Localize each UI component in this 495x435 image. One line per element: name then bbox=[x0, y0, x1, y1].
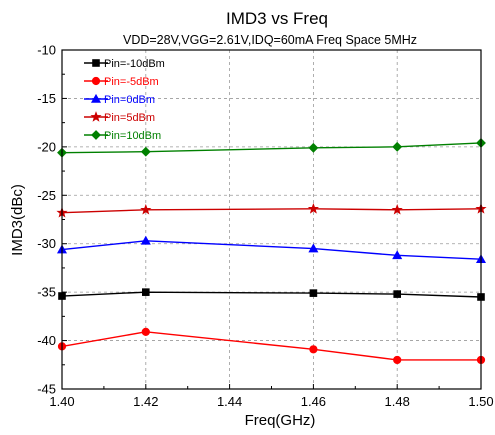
y-tick-label: -40 bbox=[37, 333, 56, 348]
y-tick-label: -10 bbox=[37, 43, 56, 58]
series-layer bbox=[56, 138, 487, 365]
data-point bbox=[393, 290, 402, 298]
data-point bbox=[391, 203, 403, 215]
x-tick-label: 1.44 bbox=[217, 394, 242, 409]
x-tick-label: 1.48 bbox=[385, 394, 410, 409]
legend: Pin=-10dBm Pin=-5dBm Pin=0dBm Pin=5dBm Pin=1… bbox=[84, 58, 165, 142]
legend-item: Pin=10dBm bbox=[84, 130, 161, 142]
legend-item: Pin=-5dBm bbox=[84, 76, 159, 88]
legend-label: Pin=-5dBm bbox=[104, 76, 159, 88]
data-point bbox=[140, 146, 151, 157]
series-line bbox=[61, 291, 482, 298]
x-tick-label: 1.40 bbox=[49, 394, 74, 409]
data-point bbox=[142, 288, 150, 296]
data-point bbox=[393, 355, 402, 365]
y-tick-label: -20 bbox=[37, 139, 56, 154]
series-line bbox=[61, 331, 481, 361]
y-axis-label: IMD3(dBc) bbox=[9, 184, 26, 256]
x-axis-label: Freq(GHz) bbox=[245, 412, 316, 429]
x-tick-label: 1.46 bbox=[301, 394, 326, 409]
legend-marker bbox=[91, 130, 101, 140]
series-line bbox=[61, 208, 482, 214]
x-tick-label: 1.42 bbox=[133, 394, 158, 409]
legend-label: Pin=0dBm bbox=[104, 94, 155, 106]
y-tick-label: -35 bbox=[37, 285, 56, 300]
chart-subtitle: VDD=28V,VGG=2.61V,IDQ=60mA Freq Space 5M… bbox=[123, 33, 417, 47]
legend-label: Pin=10dBm bbox=[104, 130, 161, 142]
legend-marker bbox=[92, 59, 100, 67]
legend-label: Pin=-10dBm bbox=[104, 58, 165, 70]
legend-item: Pin=5dBm bbox=[84, 111, 155, 124]
axis-ticks: 1.40 1.42 1.44 1.46 1.48 1.50 -45 -40 -35 -30 -25 -… bbox=[37, 43, 493, 410]
data-point bbox=[392, 250, 403, 260]
data-point bbox=[140, 235, 151, 245]
series-1 bbox=[57, 327, 486, 365]
series-0 bbox=[58, 288, 485, 301]
data-point bbox=[140, 203, 152, 215]
data-point bbox=[141, 327, 150, 336]
legend-item: Pin=-10dBm bbox=[84, 58, 165, 70]
data-point bbox=[308, 243, 319, 253]
legend-marker bbox=[90, 111, 102, 122]
y-tick-label: -25 bbox=[37, 188, 56, 203]
series-3 bbox=[56, 202, 487, 218]
y-tick-label: -45 bbox=[37, 382, 56, 397]
series-line bbox=[61, 142, 482, 154]
data-point bbox=[309, 345, 318, 354]
legend-marker bbox=[90, 93, 102, 103]
y-tick-label: -30 bbox=[37, 236, 56, 251]
series-2 bbox=[56, 235, 487, 264]
legend-label: Pin=5dBm bbox=[104, 112, 155, 124]
data-point bbox=[308, 142, 319, 153]
x-tick-label: 1.50 bbox=[468, 394, 493, 409]
y-tick-label: -15 bbox=[37, 91, 56, 106]
data-point bbox=[309, 289, 318, 297]
data-point bbox=[307, 202, 319, 214]
data-point bbox=[392, 141, 403, 152]
chart-title: IMD3 vs Freq bbox=[226, 9, 328, 28]
legend-item: Pin=0dBm bbox=[84, 93, 155, 106]
legend-marker bbox=[91, 76, 101, 86]
